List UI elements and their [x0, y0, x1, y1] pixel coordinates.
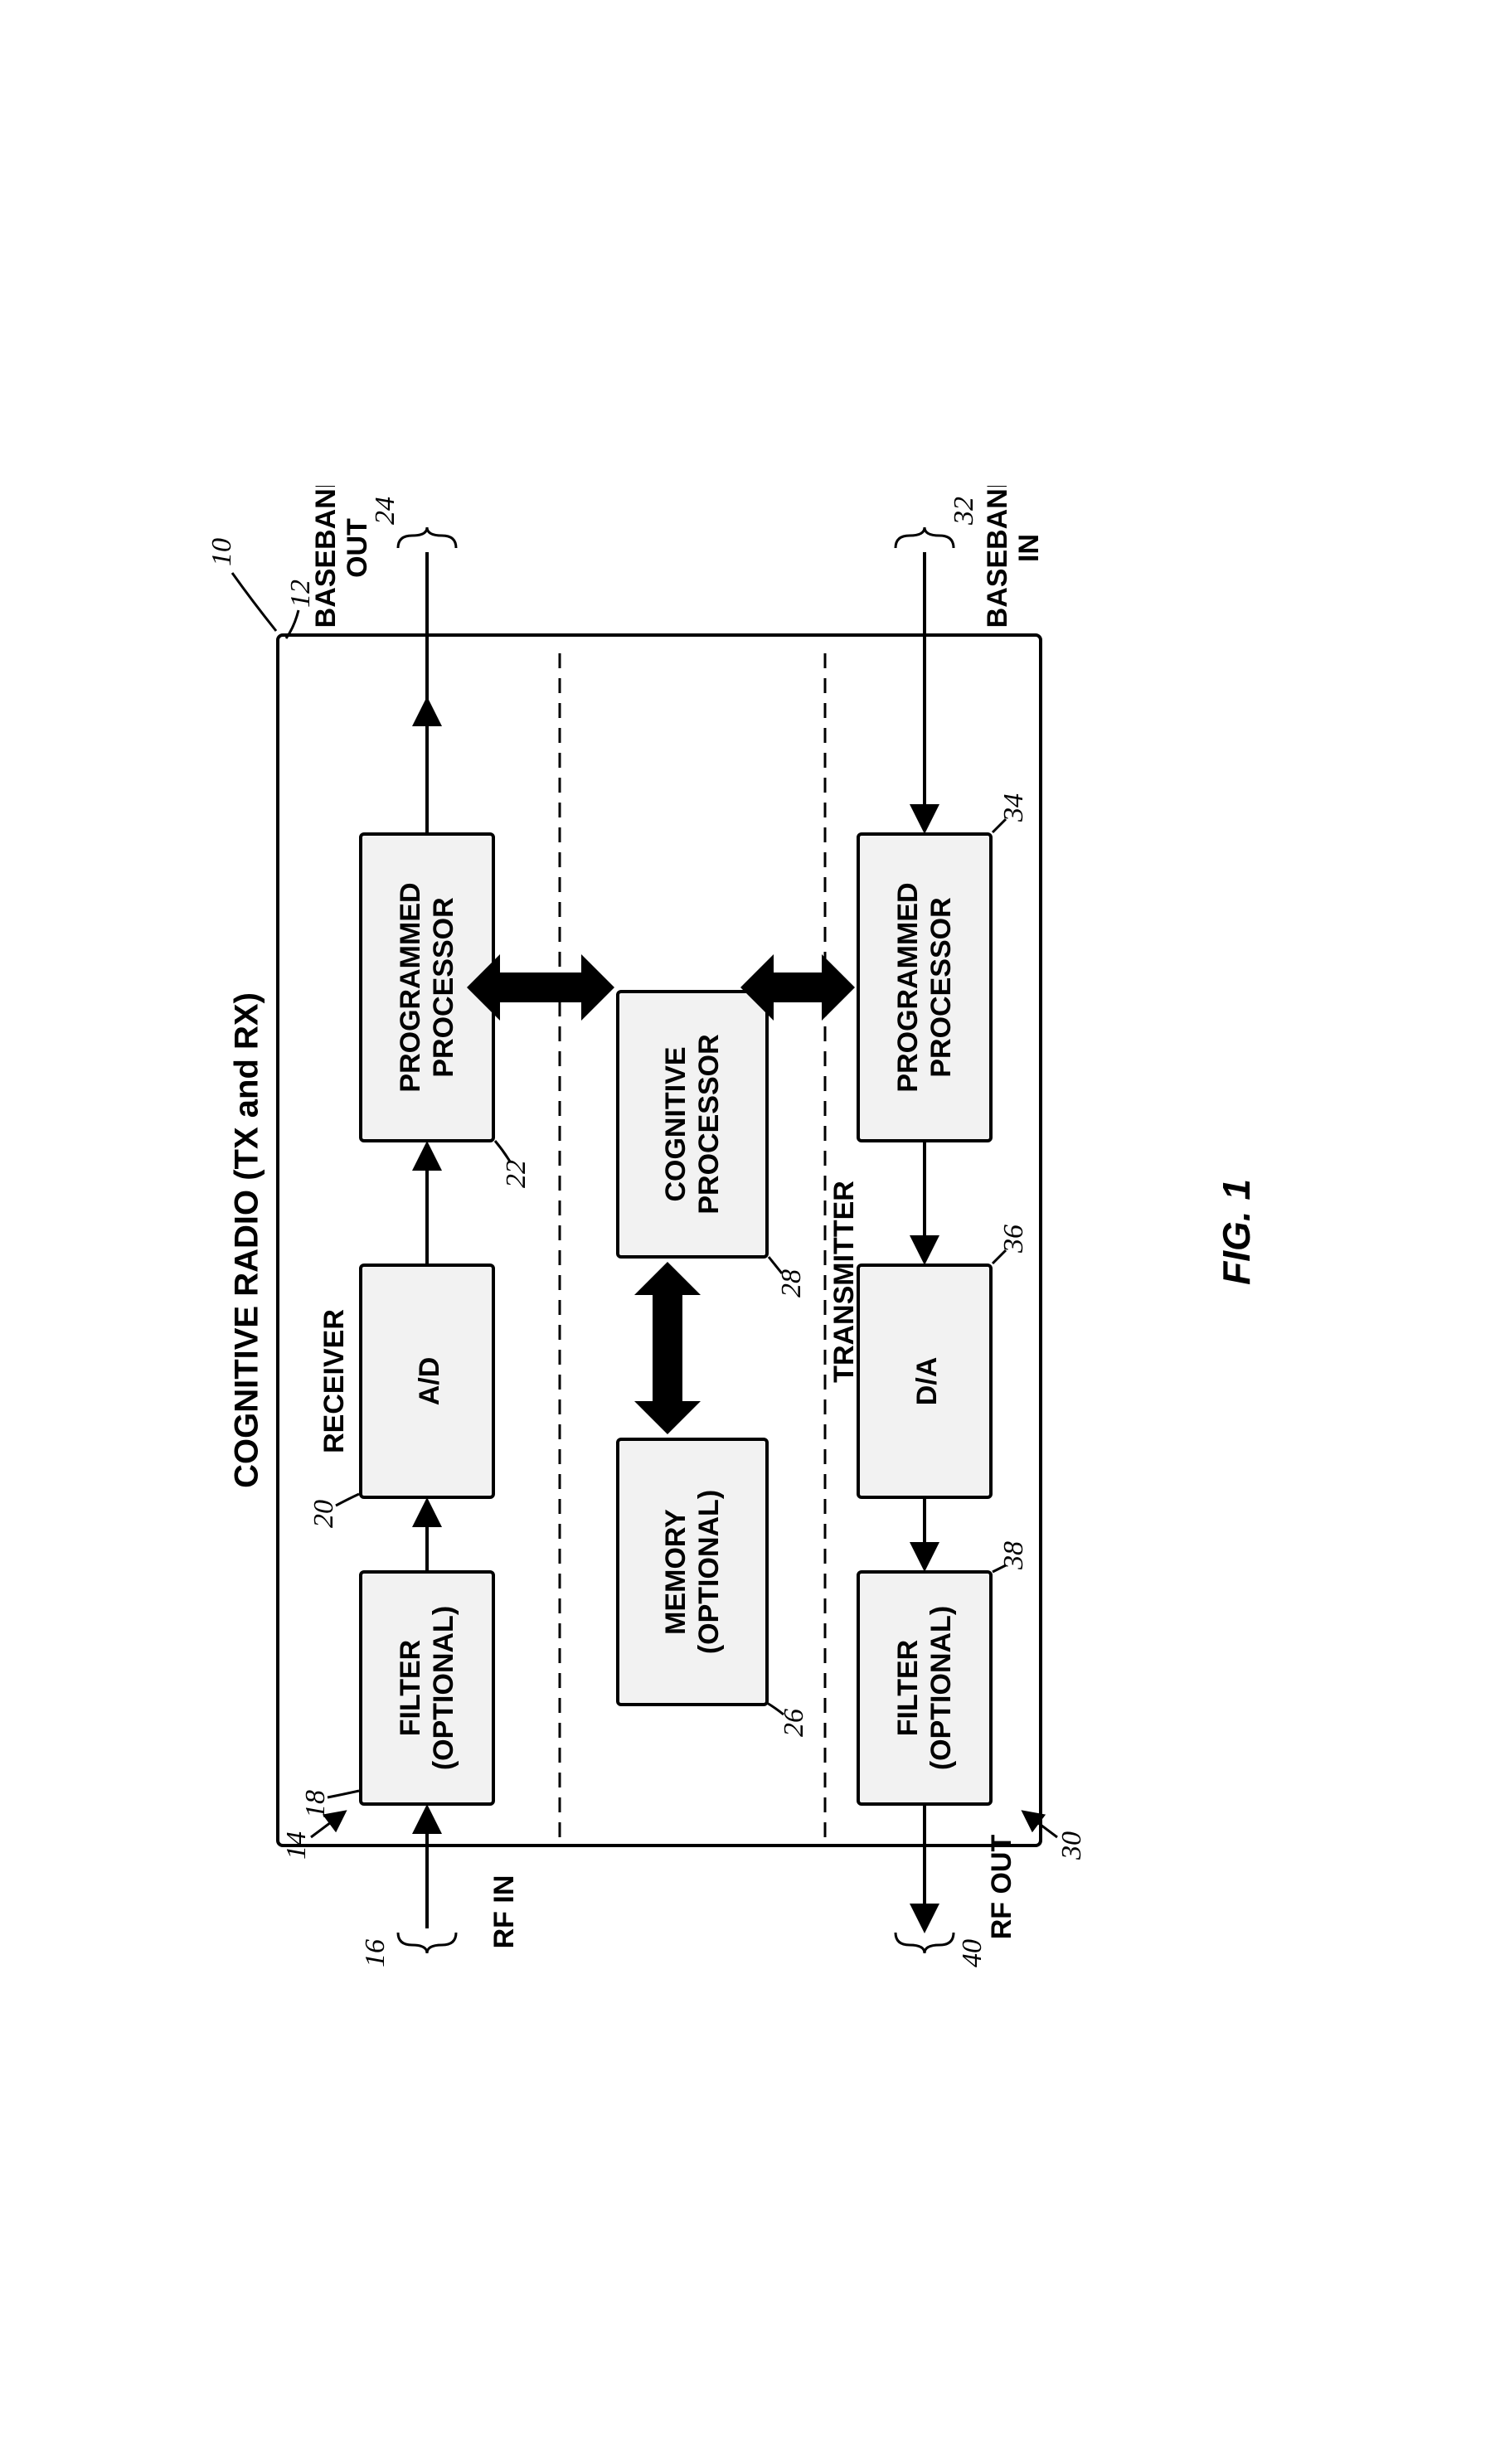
svg-text:FILTER: FILTER: [394, 1640, 425, 1736]
lead-18: [328, 1791, 359, 1797]
svg-text:FILTER: FILTER: [891, 1640, 923, 1736]
section-receiver: RECEIVER: [318, 1309, 349, 1453]
lead-22: [495, 1141, 510, 1162]
section-transmitter: TRANSMITTER: [828, 1181, 859, 1383]
diagram-svg: COGNITIVE RADIO (TX and RX) RECEIVER TRA…: [170, 486, 1331, 1978]
block-tx-da: D/A: [858, 1265, 991, 1497]
svg-text:PROCESSOR: PROCESSOR: [692, 1034, 724, 1214]
svg-text:PROCESSOR: PROCESSOR: [427, 897, 459, 1077]
figure-caption: FIG. 1: [1215, 1179, 1258, 1285]
svg-text:(OPTIONAL): (OPTIONAL): [427, 1606, 459, 1770]
ref-36: 36: [998, 1225, 1028, 1254]
ref-24: 24: [369, 497, 400, 525]
ref-14: 14: [280, 1831, 311, 1860]
ref-28: 28: [775, 1269, 806, 1297]
svg-text:PROGRAMMED: PROGRAMMED: [891, 882, 923, 1092]
ref-38: 38: [998, 1541, 1028, 1570]
ref-12: 12: [284, 580, 315, 608]
block-memory: MEMORY (OPTIONAL): [618, 1439, 767, 1705]
ref-16: 16: [359, 1939, 390, 1967]
svg-text:PROGRAMMED: PROGRAMMED: [394, 882, 425, 1092]
ref-22: 22: [500, 1160, 531, 1188]
block-tx-proc: PROGRAMMED PROCESSOR: [858, 834, 991, 1141]
svg-text:COGNITIVE: COGNITIVE: [659, 1046, 691, 1201]
io-rf-in: RF IN: [398, 1875, 520, 1953]
ref-40: 40: [956, 1939, 987, 1967]
block-cognitive: COGNITIVE PROCESSOR: [618, 992, 767, 1257]
ref-26: 26: [778, 1709, 808, 1737]
svg-text:(OPTIONAL): (OPTIONAL): [692, 1490, 724, 1654]
io-rf-out: RF OUT: [896, 1835, 1017, 1953]
svg-text:BASEBAND: BASEBAND: [981, 486, 1012, 628]
ref-32: 32: [948, 497, 978, 526]
svg-text:OUT: OUT: [341, 518, 372, 578]
svg-text:RF OUT: RF OUT: [985, 1835, 1017, 1940]
ref-30: 30: [1056, 1831, 1086, 1860]
svg-text:(OPTIONAL): (OPTIONAL): [925, 1606, 956, 1770]
lead-10: [232, 573, 276, 631]
svg-text:RF IN: RF IN: [488, 1875, 519, 1949]
block-tx-filter: FILTER (OPTIONAL): [858, 1572, 991, 1804]
thick-arrow-mem-cog: [634, 1262, 701, 1434]
diagram-container: COGNITIVE RADIO (TX and RX) RECEIVER TRA…: [170, 486, 1331, 1978]
svg-text:D/A: D/A: [910, 1357, 942, 1406]
title: COGNITIVE RADIO (TX and RX): [228, 992, 265, 1488]
ref-10: 10: [206, 538, 236, 566]
svg-text:MEMORY: MEMORY: [659, 1509, 691, 1635]
ref-20: 20: [308, 1500, 338, 1528]
block-rx-ad: A/D: [361, 1265, 493, 1497]
svg-text:PROCESSOR: PROCESSOR: [925, 897, 956, 1077]
svg-text:IN: IN: [1012, 534, 1044, 562]
svg-text:A/D: A/D: [413, 1357, 444, 1406]
block-rx-filter: FILTER (OPTIONAL): [361, 1572, 493, 1804]
ref-34: 34: [998, 793, 1028, 822]
ref-18: 18: [299, 1790, 330, 1818]
